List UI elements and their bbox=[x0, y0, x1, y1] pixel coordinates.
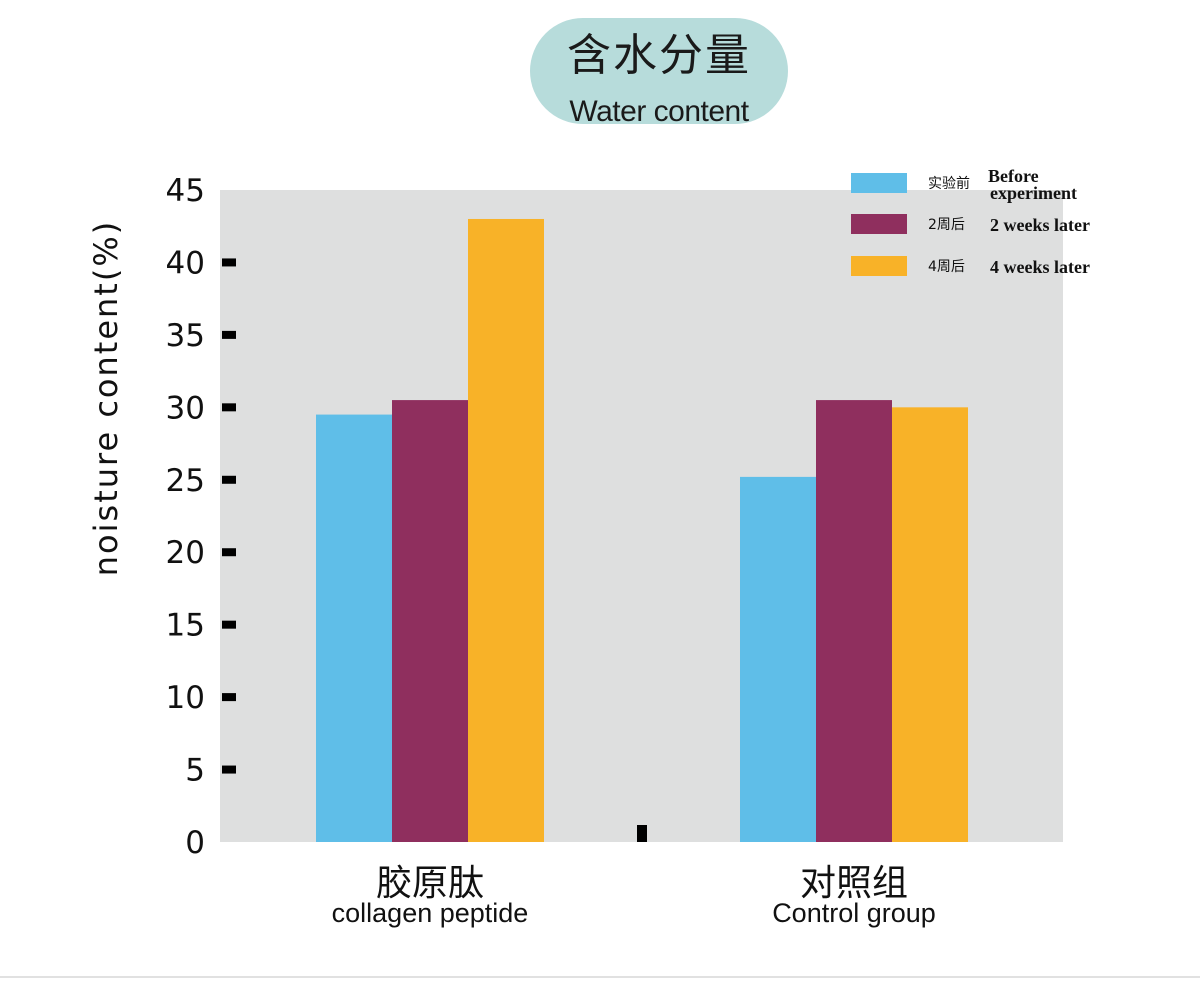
y-tick-mark bbox=[222, 475, 236, 484]
legend-label-cn: 4周后 bbox=[928, 259, 965, 275]
y-tick-label: 30 bbox=[166, 390, 205, 426]
y-tick-mark bbox=[222, 330, 236, 339]
legend-label-en: Before bbox=[988, 166, 1039, 186]
y-tick-mark bbox=[222, 620, 236, 629]
chart-title-cn: 含水分量 bbox=[567, 30, 751, 81]
chart-title-badge: 含水分量 Water content bbox=[530, 18, 788, 128]
x-divider-mark bbox=[637, 825, 647, 842]
y-tick-label: 40 bbox=[166, 245, 205, 281]
legend-label-en-line2: experiment bbox=[990, 183, 1077, 203]
y-tick-label: 20 bbox=[166, 535, 205, 571]
bar bbox=[468, 218, 544, 842]
y-tick-label: 0 bbox=[185, 825, 205, 861]
y-tick-label: 15 bbox=[166, 608, 205, 644]
y-tick-label: 35 bbox=[166, 318, 205, 354]
y-tick-mark bbox=[222, 403, 236, 412]
bar bbox=[816, 400, 892, 842]
legend-swatch bbox=[851, 256, 907, 276]
y-tick-label: 25 bbox=[166, 463, 205, 499]
bar bbox=[740, 476, 816, 842]
legend-swatch bbox=[851, 173, 907, 193]
legend-label-en: 2 weeks later bbox=[990, 215, 1090, 235]
category-label-en: collagen peptide bbox=[332, 898, 529, 928]
category-label-cn: 对照组 bbox=[800, 863, 908, 904]
legend-swatch bbox=[851, 214, 907, 234]
y-axis-label: noisture content(%) bbox=[87, 220, 125, 576]
category-label-cn: 胶原肽 bbox=[376, 863, 484, 904]
bar bbox=[392, 400, 468, 842]
chart-title-en: Water content bbox=[569, 95, 749, 128]
y-tick-mark bbox=[222, 693, 236, 702]
legend-label-cn: 2周后 bbox=[928, 217, 965, 233]
y-tick-mark bbox=[222, 765, 236, 774]
bottom-divider bbox=[0, 976, 1200, 978]
category-label-en: Control group bbox=[772, 898, 936, 928]
y-tick-label: 10 bbox=[166, 680, 205, 716]
legend-label-cn: 实验前 bbox=[928, 175, 970, 192]
bar bbox=[892, 407, 968, 842]
y-tick-mark bbox=[222, 548, 236, 557]
y-tick-label: 5 bbox=[185, 753, 205, 789]
y-tick-label: 45 bbox=[166, 173, 205, 209]
legend-label-en: 4 weeks later bbox=[990, 257, 1090, 277]
bar bbox=[316, 414, 392, 842]
y-tick-mark bbox=[222, 258, 236, 267]
